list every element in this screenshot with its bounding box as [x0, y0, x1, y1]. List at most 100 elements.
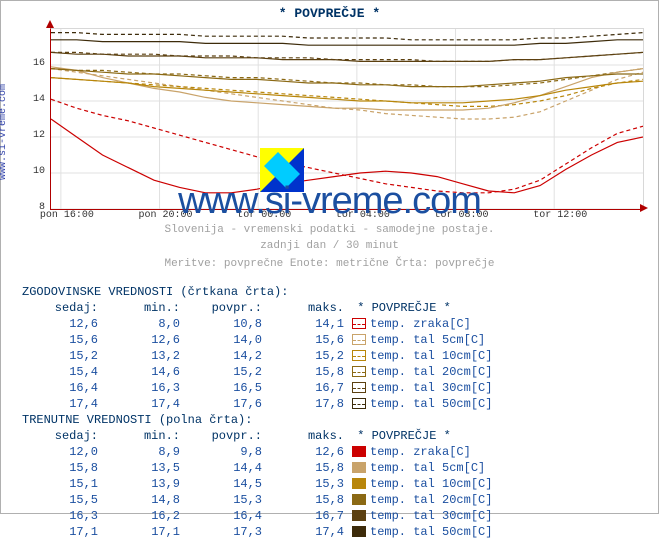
- legend-label: temp. zraka[C]: [370, 317, 471, 331]
- table-cell: 16,7: [268, 508, 344, 524]
- table-cell: 17,1: [104, 524, 180, 540]
- table-cell: 15,4: [22, 364, 98, 380]
- y-tick-label: 14: [15, 94, 45, 105]
- table-cell: 15,8: [268, 460, 344, 476]
- table-cell: 14,5: [186, 476, 262, 492]
- table-cell: 13,5: [104, 460, 180, 476]
- table-cell: 17,8: [268, 396, 344, 412]
- legend-label: temp. tal 5cm[C]: [370, 461, 485, 475]
- table-cell: 17,4: [22, 396, 98, 412]
- table-cell: 16,3: [22, 508, 98, 524]
- table-cell: 15,8: [22, 460, 98, 476]
- legend-item: temp. tal 50cm[C]: [350, 524, 498, 540]
- legend-title: * POVPREČJE *: [350, 428, 498, 444]
- table-cell: 13,9: [104, 476, 180, 492]
- logo-icon: [260, 148, 304, 192]
- historical-title: ZGODOVINSKE VREDNOSTI (črtkana črta):: [22, 284, 498, 300]
- table-cell: 17,3: [186, 524, 262, 540]
- legend-label: temp. tal 5cm[C]: [370, 333, 485, 347]
- legend-swatch-icon: [352, 462, 366, 473]
- legend-item: temp. tal 30cm[C]: [350, 380, 498, 396]
- table-cell: 17,4: [104, 396, 180, 412]
- y-axis-arrow-icon: [46, 20, 54, 28]
- table-cell: 10,8: [186, 316, 262, 332]
- legend-swatch-icon: [352, 350, 366, 361]
- table-cell: 17,1: [22, 524, 98, 540]
- column-header: povpr.:: [186, 300, 262, 316]
- table-cell: 15,2: [186, 364, 262, 380]
- column-header: povpr.:: [186, 428, 262, 444]
- legend-item: temp. tal 30cm[C]: [350, 508, 498, 524]
- table-cell: 14,4: [186, 460, 262, 476]
- table-cell: 15,2: [268, 348, 344, 364]
- table-cell: 16,2: [104, 508, 180, 524]
- legend-item: temp. tal 50cm[C]: [350, 396, 498, 412]
- table-cell: 16,4: [22, 380, 98, 396]
- legend-swatch-icon: [352, 526, 366, 537]
- table-cell: 17,4: [268, 524, 344, 540]
- current-title: TRENUTNE VREDNOSTI (polna črta):: [22, 412, 498, 428]
- table-cell: 15,8: [268, 364, 344, 380]
- column-header: min.:: [104, 300, 180, 316]
- table-cell: 12,6: [104, 332, 180, 348]
- table-cell: 14,8: [104, 492, 180, 508]
- column-header: min.:: [104, 428, 180, 444]
- table-cell: 14,0: [186, 332, 262, 348]
- legend-label: temp. tal 10cm[C]: [370, 349, 492, 363]
- y-tick-label: 10: [15, 166, 45, 177]
- legend-item: temp. tal 10cm[C]: [350, 476, 498, 492]
- table-cell: 12,6: [22, 316, 98, 332]
- legend-label: temp. tal 20cm[C]: [370, 365, 492, 379]
- legend-swatch-icon: [352, 318, 366, 329]
- legend-item: temp. zraka[C]: [350, 444, 498, 460]
- legend-item: temp. tal 5cm[C]: [350, 460, 498, 476]
- legend-swatch-icon: [352, 446, 366, 457]
- column-header: maks.: [268, 300, 344, 316]
- legend-swatch-icon: [352, 398, 366, 409]
- table-cell: 15,8: [268, 492, 344, 508]
- table-cell: 16,5: [186, 380, 262, 396]
- chart-svg: [51, 29, 643, 209]
- legend-label: temp. tal 50cm[C]: [370, 525, 492, 539]
- table-cell: 15,6: [22, 332, 98, 348]
- legend-swatch-icon: [352, 494, 366, 505]
- table-cell: 14,6: [104, 364, 180, 380]
- table-cell: 16,4: [186, 508, 262, 524]
- x-tick-label: pon 20:00: [139, 210, 193, 221]
- x-axis-arrow-icon: [640, 204, 648, 212]
- x-tick-label: tor 04:00: [336, 210, 390, 221]
- table-cell: 8,9: [104, 444, 180, 460]
- x-tick-label: pon 16:00: [40, 210, 94, 221]
- table-cell: 15,6: [268, 332, 344, 348]
- legend-label: temp. tal 50cm[C]: [370, 397, 492, 411]
- caption-line-2: zadnji dan / 30 minut: [0, 240, 659, 252]
- table-cell: 16,7: [268, 380, 344, 396]
- legend-label: temp. tal 30cm[C]: [370, 509, 492, 523]
- table-cell: 14,1: [268, 316, 344, 332]
- legend-label: temp. tal 20cm[C]: [370, 493, 492, 507]
- table-cell: 13,2: [104, 348, 180, 364]
- x-tick-label: tor 08:00: [435, 210, 489, 221]
- legend-swatch-icon: [352, 366, 366, 377]
- table-cell: 15,1: [22, 476, 98, 492]
- source-label: www.si-vreme.com: [0, 84, 9, 180]
- legend-swatch-icon: [352, 478, 366, 489]
- table-cell: 8,0: [104, 316, 180, 332]
- table-cell: 12,0: [22, 444, 98, 460]
- legend-item: temp. tal 5cm[C]: [350, 332, 498, 348]
- column-header: maks.: [268, 428, 344, 444]
- y-tick-label: 12: [15, 130, 45, 141]
- column-header: sedaj:: [22, 300, 98, 316]
- legend-label: temp. tal 10cm[C]: [370, 477, 492, 491]
- column-header: sedaj:: [22, 428, 98, 444]
- table-cell: 15,2: [22, 348, 98, 364]
- legend-swatch-icon: [352, 334, 366, 345]
- table-cell: 12,6: [268, 444, 344, 460]
- legend-swatch-icon: [352, 382, 366, 393]
- table-cell: 9,8: [186, 444, 262, 460]
- table-cell: 15,3: [268, 476, 344, 492]
- legend-item: temp. tal 20cm[C]: [350, 492, 498, 508]
- chart-plot-area: [50, 28, 644, 210]
- table-cell: 15,5: [22, 492, 98, 508]
- x-tick-label: tor 12:00: [533, 210, 587, 221]
